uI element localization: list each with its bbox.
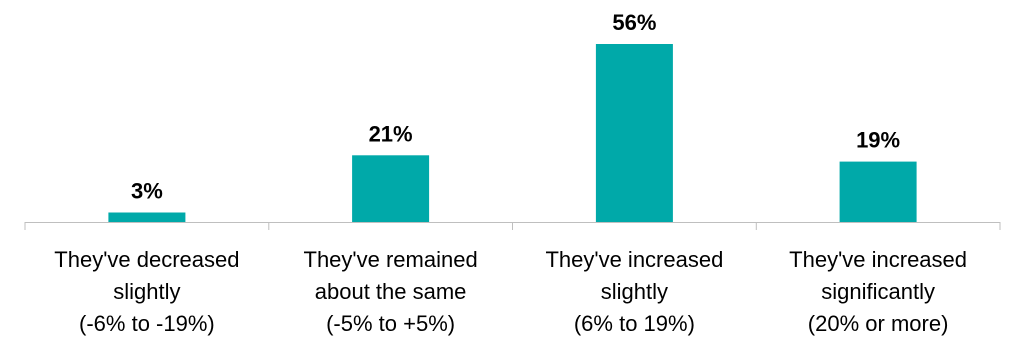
- data-label-3: 56%: [612, 10, 656, 35]
- category-label-3: They've increased slightly (6% to 19%): [545, 247, 723, 336]
- category-label-line: (6% to 19%): [574, 311, 695, 336]
- category-label-line: They've remained: [304, 247, 478, 272]
- category-label-2: They've remained about the same (-5% to +5…: [304, 247, 478, 336]
- category-label-line: They've increased: [545, 247, 723, 272]
- category-label-line: (-5% to +5%): [326, 311, 455, 336]
- bar-3: [595, 44, 673, 222]
- category-label-1: They've decreased slightly (-6% to -19%): [54, 247, 239, 336]
- category-labels-layer: They've decreased slightly (-6% to -19%)Th…: [54, 247, 967, 336]
- data-label-4: 19%: [856, 128, 900, 153]
- category-label-4: They've increased significantly (20% or mo…: [789, 247, 967, 336]
- bar-4: [839, 161, 917, 222]
- bar-1: [108, 212, 186, 222]
- category-label-line: They've decreased: [54, 247, 239, 272]
- category-label-line: slightly: [601, 279, 668, 304]
- data-label-2: 21%: [369, 121, 413, 146]
- category-label-line: significantly: [821, 279, 935, 304]
- data-label-1: 3%: [131, 179, 163, 204]
- value-labels-layer: 3% 21% 56% 19%: [131, 10, 900, 204]
- x-axis: [24, 222, 1001, 230]
- category-label-line: about the same: [315, 279, 467, 304]
- category-label-line: slightly: [113, 279, 180, 304]
- bars-layer: [108, 44, 917, 223]
- bar-2: [352, 155, 430, 223]
- category-label-line: (-6% to -19%): [79, 311, 215, 336]
- category-label-line: They've increased: [789, 247, 967, 272]
- category-label-line: (20% or more): [808, 311, 949, 336]
